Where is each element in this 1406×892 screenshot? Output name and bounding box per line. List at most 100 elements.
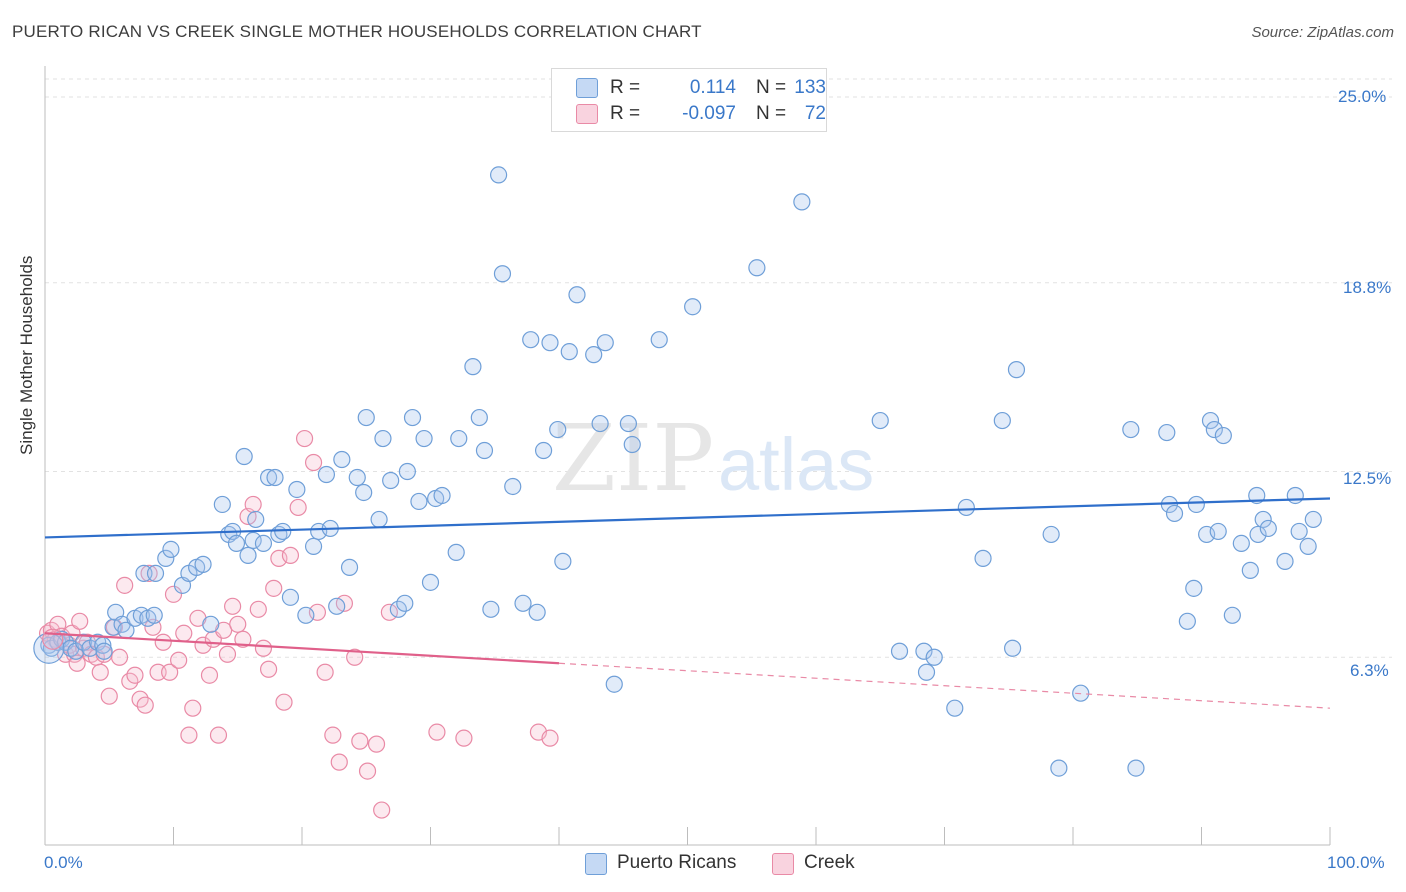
legend-n-label: N = <box>756 77 787 98</box>
data-point <box>915 642 933 660</box>
data-point <box>541 334 559 352</box>
data-point <box>585 346 603 364</box>
data-point <box>358 762 377 780</box>
series-creek <box>38 429 559 819</box>
data-point <box>74 633 93 651</box>
data-point <box>619 414 637 433</box>
data-point <box>157 549 175 567</box>
legend-r-label: R = <box>610 77 641 98</box>
data-point <box>433 486 451 505</box>
data-point <box>259 468 278 487</box>
data-point <box>470 408 488 427</box>
data-point <box>328 597 346 615</box>
data-point <box>1249 525 1267 544</box>
data-point <box>957 498 975 517</box>
legend-n-value: 133 <box>794 77 826 98</box>
data-point <box>1241 561 1259 579</box>
legend-r-value: -0.097 <box>682 103 736 124</box>
y-tick-label-25: 25.0% <box>1338 87 1387 106</box>
data-point <box>234 630 252 648</box>
data-point <box>71 612 89 630</box>
data-point <box>63 624 81 642</box>
data-point <box>793 193 811 211</box>
data-point <box>1304 510 1322 529</box>
data-point <box>373 801 391 819</box>
data-point <box>1290 522 1308 541</box>
data-point <box>330 753 348 771</box>
data-point <box>175 624 193 642</box>
data-point <box>239 546 257 564</box>
data-point <box>925 648 943 666</box>
data-point <box>162 540 180 558</box>
data-point <box>890 642 909 660</box>
data-point <box>1004 639 1022 657</box>
data-point <box>684 298 702 316</box>
data-point <box>464 358 482 376</box>
series-puerto-ricans <box>40 166 1322 777</box>
data-point <box>247 510 265 529</box>
data-point <box>180 726 198 744</box>
data-point <box>568 286 586 304</box>
data-point <box>389 600 407 618</box>
data-point <box>140 564 158 582</box>
data-point <box>447 543 465 561</box>
data-point <box>1127 759 1145 777</box>
watermark-atlas: atlas <box>718 423 874 506</box>
data-point <box>1223 606 1241 624</box>
data-point <box>415 429 433 448</box>
data-point <box>650 331 668 349</box>
series-layer <box>33 166 1322 819</box>
data-point <box>1165 504 1184 523</box>
data-point <box>560 343 578 361</box>
data-point <box>1178 612 1196 630</box>
data-point <box>450 429 468 448</box>
data-point <box>89 633 107 651</box>
data-point <box>455 729 473 747</box>
data-point <box>348 468 366 487</box>
data-point <box>154 633 172 651</box>
data-point <box>504 477 522 496</box>
data-point <box>254 639 273 657</box>
chart-title: PUERTO RICAN VS CREEK SINGLE MOTHER HOUS… <box>12 22 702 41</box>
data-point <box>370 510 388 529</box>
data-point <box>275 693 293 711</box>
stats-legend: R = 0.114 N = 133 R = -0.097 N = 72 <box>551 68 827 132</box>
data-point <box>235 447 253 466</box>
data-point <box>213 495 231 514</box>
data-point <box>244 495 262 514</box>
axes <box>44 66 1331 846</box>
legend-swatch-pink <box>576 104 598 124</box>
data-point <box>170 651 188 669</box>
data-point <box>528 603 546 621</box>
legend-series-label: Puerto Ricans <box>617 852 737 873</box>
x-tick-label-min: 0.0% <box>44 853 83 872</box>
data-point <box>200 666 219 684</box>
data-point <box>514 594 532 612</box>
data-point <box>164 585 183 603</box>
trend-line-puerto-ricans <box>44 497 1331 539</box>
legend-swatch-pink <box>772 853 794 875</box>
y-tick-label-12-5: 12.5% <box>1343 469 1392 488</box>
data-point <box>346 648 364 666</box>
data-point <box>161 663 179 681</box>
data-point <box>974 549 992 567</box>
data-point <box>410 492 428 511</box>
data-point <box>1158 423 1176 442</box>
x-tick-label-max: 100.0% <box>1327 853 1385 872</box>
data-point <box>229 615 247 633</box>
trend-line-creek <box>44 632 560 665</box>
data-point <box>281 588 300 606</box>
data-point <box>1214 426 1232 445</box>
data-point <box>249 600 267 618</box>
data-point <box>367 735 386 753</box>
data-point <box>482 600 500 618</box>
data-point <box>1007 361 1026 379</box>
data-point <box>1201 411 1220 430</box>
data-point <box>355 483 373 502</box>
y-axis-label: Single Mother Households <box>17 255 36 455</box>
data-point <box>259 660 278 678</box>
data-point <box>209 726 228 744</box>
legend-swatch-blue <box>585 853 607 875</box>
data-point <box>304 537 323 556</box>
data-point <box>340 558 359 576</box>
